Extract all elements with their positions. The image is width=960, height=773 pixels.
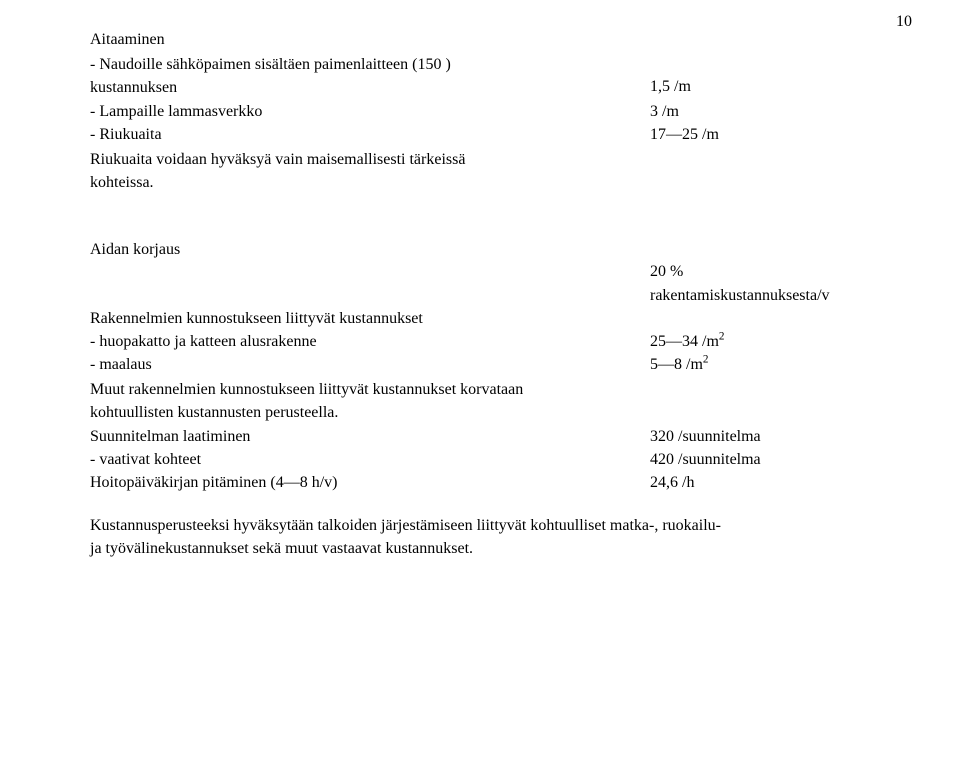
row-huopakatto: - huopakatto ja katteen alusrakenne 25—3…: [90, 330, 870, 353]
page-number: 10: [896, 10, 912, 33]
row-aidan-heading: Aidan korjaus 20 % rakentamiskustannukse…: [90, 238, 870, 306]
text-line: kohteissa.: [90, 171, 870, 194]
section-aidan-korjaus: Aidan korjaus 20 % rakentamiskustannukse…: [90, 238, 870, 494]
row-maalaus: - maalaus 5—8 /m2: [90, 353, 870, 376]
cell-left: Hoitopäiväkirjan pitäminen (4—8 h/v): [90, 471, 650, 494]
cell-left: Suunnitelman laatiminen: [90, 425, 650, 448]
cell-left: - Riukuaita: [90, 123, 650, 146]
cell-right: 5—8 /m2: [650, 353, 870, 376]
row-riukuaita: - Riukuaita 17—25 /m: [90, 123, 870, 146]
row-suunnitelma: Suunnitelman laatiminen 320 /suunnitelma: [90, 425, 870, 448]
row-naudoille: - Naudoille sähköpaimen sisältäen paimen…: [90, 53, 870, 99]
cell-right: 17—25 /m: [650, 123, 870, 146]
row-vaativat: - vaativat kohteet 420 /suunnitelma: [90, 448, 870, 471]
document-page: 10 Aitaaminen - Naudoille sähköpaimen si…: [0, 0, 960, 601]
text-line: Kustannusperusteeksi hyväksytään talkoid…: [90, 514, 870, 537]
text-line: Rakennelmien kunnostukseen liittyvät kus…: [90, 307, 870, 330]
superscript: 2: [703, 354, 709, 366]
cell-left: - huopakatto ja katteen alusrakenne: [90, 330, 650, 353]
cell-right: 20 % rakentamiskustannuksesta/v: [650, 238, 870, 306]
text-line: ja työvälinekustannukset sekä muut vasta…: [90, 537, 870, 560]
cell-right: 1,5 /m: [650, 53, 870, 98]
value-line: 20 %: [650, 260, 870, 283]
row-lampaille: - Lampaille lammasverkko 3 /m: [90, 100, 870, 123]
value: 5—8 /m: [650, 356, 703, 373]
text-line: Muut rakennelmien kunnostukseen liittyvä…: [90, 378, 870, 401]
cell-right: 24,6 /h: [650, 471, 870, 494]
cell-left: - Naudoille sähköpaimen sisältäen paimen…: [90, 53, 650, 99]
value-line: rakentamiskustannuksesta/v: [650, 284, 870, 307]
cell-right: 3 /m: [650, 100, 870, 123]
paragraph: Muut rakennelmien kunnostukseen liittyvä…: [90, 378, 870, 424]
section-aitaaminen: Aitaaminen - Naudoille sähköpaimen sisäl…: [90, 28, 870, 194]
text-line: kustannuksen: [90, 76, 626, 99]
text-line: Riukuaita voidaan hyväksyä vain maisemal…: [90, 148, 870, 171]
heading-aitaaminen: Aitaaminen: [90, 28, 870, 51]
cell-left: - maalaus: [90, 353, 650, 376]
footer-paragraph: Kustannusperusteeksi hyväksytään talkoid…: [90, 514, 870, 560]
text-line: - Naudoille sähköpaimen sisältäen paimen…: [90, 53, 626, 76]
row-hoitopaivakirja: Hoitopäiväkirjan pitäminen (4—8 h/v) 24,…: [90, 471, 870, 494]
cell-right: 420 /suunnitelma: [650, 448, 870, 471]
cell-left: - vaativat kohteet: [90, 448, 650, 471]
paragraph: Riukuaita voidaan hyväksyä vain maisemal…: [90, 148, 870, 194]
cell-left: - Lampaille lammasverkko: [90, 100, 650, 123]
value: 25—34 /m: [650, 333, 719, 350]
heading-aidan: Aidan korjaus: [90, 238, 650, 261]
cell-right: 25—34 /m2: [650, 330, 870, 353]
value: 1,5 /m: [650, 75, 870, 98]
superscript: 2: [719, 331, 725, 343]
text-line: kohtuullisten kustannusten perusteella.: [90, 401, 870, 424]
cell-right: 320 /suunnitelma: [650, 425, 870, 448]
